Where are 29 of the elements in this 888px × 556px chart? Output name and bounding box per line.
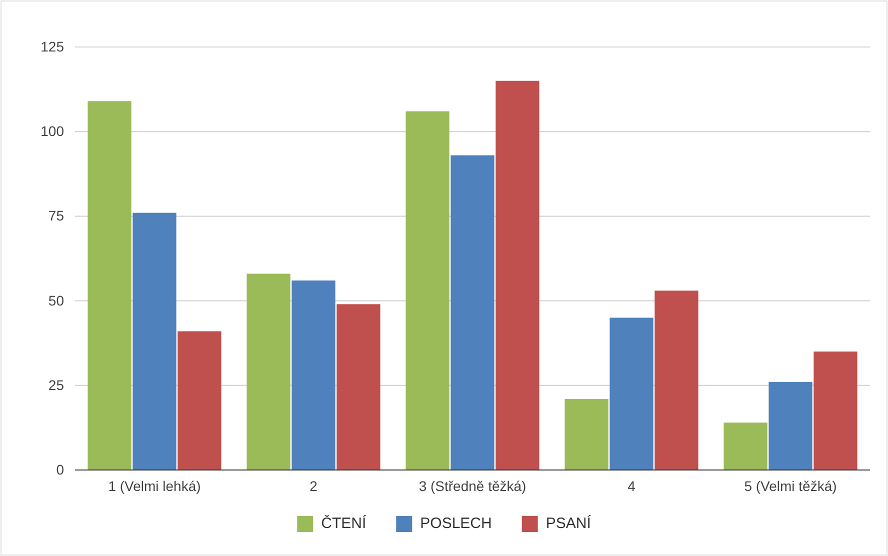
- bar: [88, 101, 132, 470]
- bar: [610, 318, 654, 470]
- x-tick-label: 4: [628, 478, 636, 494]
- legend-label: ČTENÍ: [321, 514, 367, 532]
- bar: [564, 398, 608, 470]
- bar: [292, 280, 336, 470]
- y-tick-label: 75: [48, 208, 64, 224]
- y-tick-label: 100: [40, 123, 64, 140]
- bar: [406, 111, 450, 470]
- y-tick-label: 125: [40, 38, 64, 54]
- y-tick-label: 0: [56, 461, 64, 478]
- bar: [654, 290, 698, 470]
- legend-label: POSLECH: [420, 515, 492, 532]
- bar: [132, 212, 176, 470]
- bar: [496, 80, 540, 470]
- bar: [814, 352, 858, 470]
- y-tick-label: 25: [48, 376, 64, 393]
- bar: [246, 274, 290, 470]
- x-tick-label: 2: [310, 478, 318, 494]
- bar: [178, 331, 222, 470]
- legend-label: PSANÍ: [546, 514, 592, 532]
- bar: [450, 155, 494, 470]
- y-tick-label: 50: [48, 292, 64, 308]
- bar: [336, 304, 380, 470]
- x-tick-label: 3 (Středně těžká): [418, 478, 526, 494]
- bar: [724, 422, 768, 470]
- bar: [768, 382, 812, 470]
- x-tick-label: 1 (Velmi lehká): [108, 478, 201, 494]
- x-tick-label: 5 (Velmi těžká): [744, 478, 837, 494]
